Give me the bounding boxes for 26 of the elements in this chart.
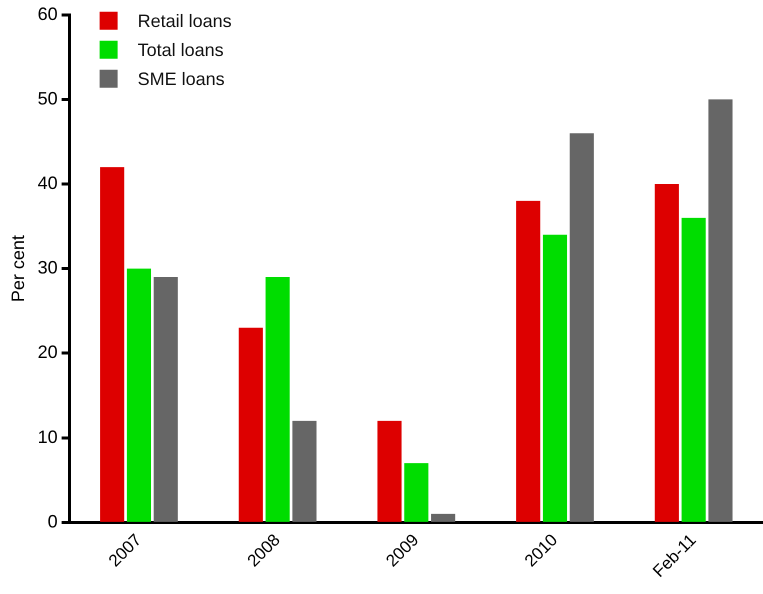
y-tick-label: 40 bbox=[38, 172, 58, 193]
bar bbox=[126, 268, 152, 522]
bar bbox=[266, 277, 290, 522]
bar bbox=[431, 514, 456, 522]
bar bbox=[100, 167, 124, 522]
bar bbox=[238, 328, 263, 522]
bar bbox=[154, 277, 178, 522]
legend-label: Total loans bbox=[138, 40, 224, 60]
legend-label: SME loans bbox=[138, 68, 225, 89]
bar bbox=[542, 234, 568, 522]
bar bbox=[682, 218, 706, 522]
y-axis-title: Per cent bbox=[8, 235, 28, 302]
y-tick-label: 60 bbox=[38, 4, 58, 24]
bar bbox=[377, 420, 402, 522]
bar bbox=[292, 420, 317, 522]
legend-label: Retail loans bbox=[138, 10, 232, 31]
y-tick-label: 50 bbox=[38, 88, 58, 108]
y-tick-label: 0 bbox=[48, 511, 58, 532]
bar bbox=[654, 184, 679, 522]
bar bbox=[708, 99, 733, 522]
y-tick-label: 30 bbox=[38, 258, 58, 278]
y-tick-label: 10 bbox=[38, 426, 58, 447]
bar bbox=[516, 200, 540, 522]
y-tick-label: 20 bbox=[38, 342, 58, 362]
bar bbox=[404, 463, 428, 522]
bar bbox=[570, 133, 594, 522]
